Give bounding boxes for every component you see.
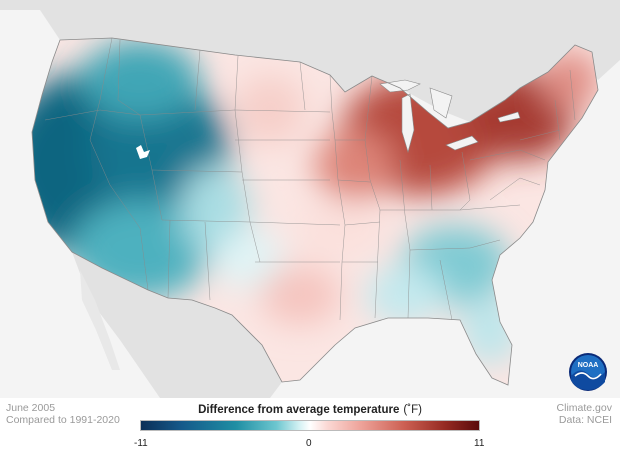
great-salt-lake	[136, 145, 150, 159]
comparison-label: Compared to 1991-2020	[6, 414, 120, 426]
mexico-landmass	[72, 252, 282, 398]
date-label: June 2005	[6, 402, 56, 414]
legend-min-label: -11	[134, 438, 148, 449]
baja-peninsula	[80, 270, 120, 370]
map-credits: Climate.gov Data: NCEI	[557, 402, 612, 426]
data-credit: Data: NCEI	[558, 414, 612, 426]
state-borders	[44, 37, 576, 321]
map-caption: June 2005 Compared to 1991-2020	[6, 402, 120, 426]
legend-max-label: 11	[474, 438, 485, 449]
us-outline	[31, 37, 599, 386]
color-legend: Difference from average temperature (˚F) …	[134, 403, 484, 450]
source-credit: Climate.gov	[556, 402, 612, 414]
noaa-logo-icon: NOAA	[569, 353, 607, 391]
temperature-anomaly-map	[0, 0, 620, 398]
legend-color-bar	[140, 420, 480, 431]
legend-ticks: -11 0 11	[134, 436, 484, 450]
great-lakes	[379, 79, 521, 154]
legend-mid-label: 0	[306, 438, 312, 449]
svg-text:NOAA: NOAA	[578, 362, 599, 369]
legend-title: Difference from average temperature (˚F)	[140, 403, 480, 417]
canada-landmass	[0, 0, 620, 122]
legend-title-text: Difference from average temperature	[198, 404, 400, 416]
legend-unit: (˚F)	[403, 404, 422, 416]
